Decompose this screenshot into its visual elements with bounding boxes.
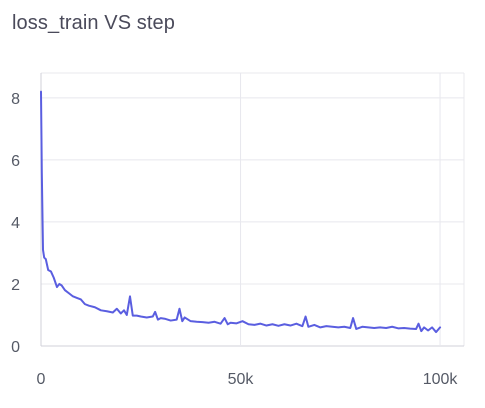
series-line — [40, 90, 442, 334]
y-tick-label: 0 — [11, 339, 20, 356]
y-tick-label: 8 — [11, 91, 20, 108]
y-tick-label: 6 — [11, 153, 20, 170]
y-tick-label: 4 — [11, 215, 20, 232]
x-tick-label: 50k — [228, 371, 255, 388]
chart-title: loss_train VS step — [12, 12, 175, 34]
tick-layer: 0 2 4 6 8 0 50k 100k — [11, 91, 458, 388]
x-tick-label: 0 — [37, 371, 46, 388]
grid-layer — [40, 72, 465, 347]
y-tick-label: 2 — [11, 277, 20, 294]
x-tick-label: 100k — [423, 371, 459, 388]
